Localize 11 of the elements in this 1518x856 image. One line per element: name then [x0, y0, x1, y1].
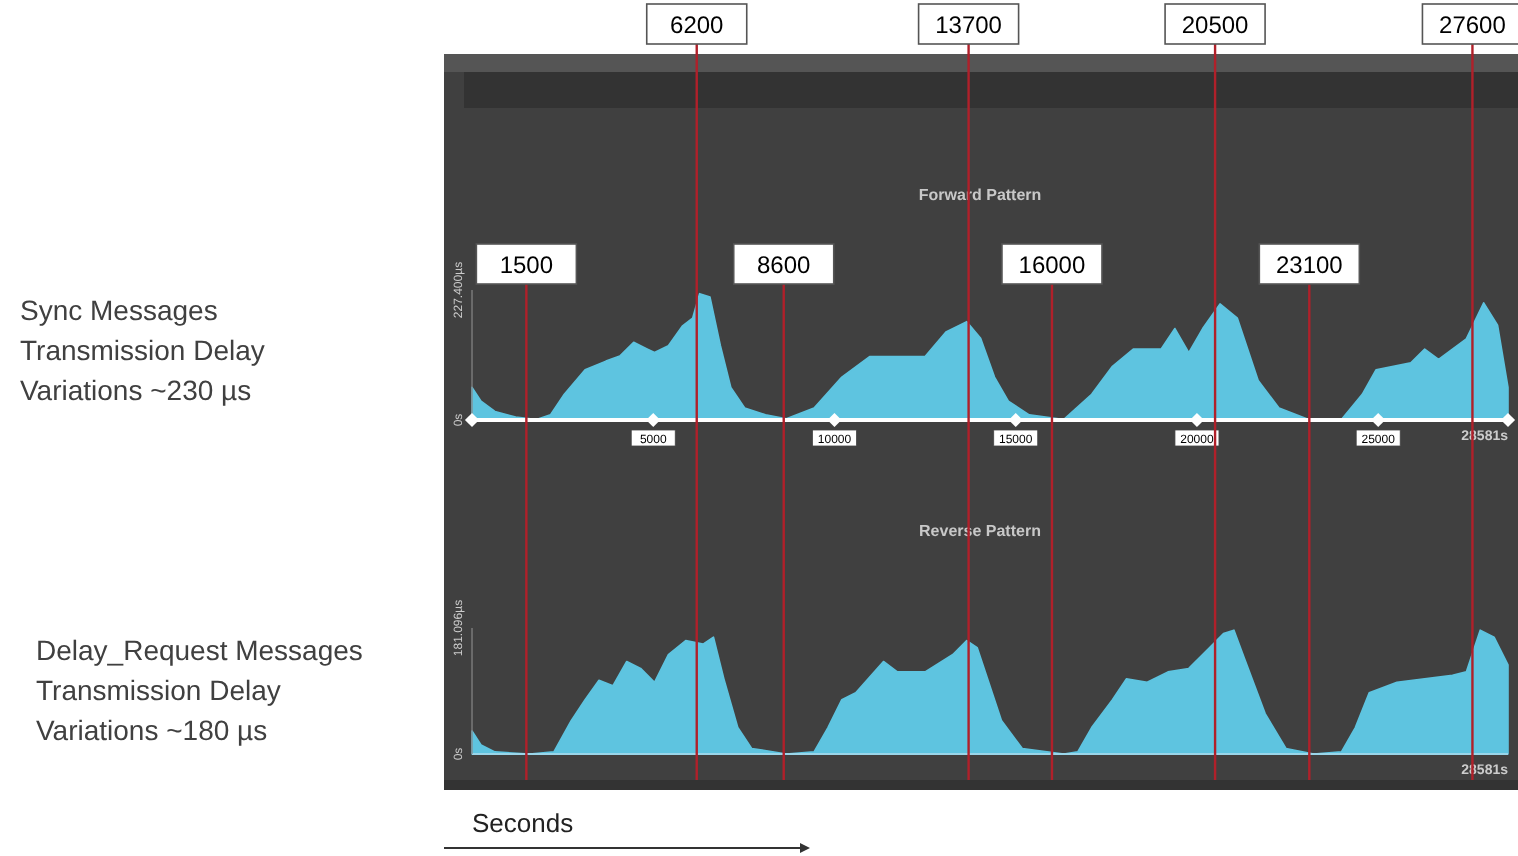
- ref-line-label: 20500: [1181, 11, 1250, 39]
- ref-line-label: 23100: [1275, 251, 1344, 279]
- x-axis-title: Seconds: [472, 808, 575, 838]
- text: Sync Messages Transmission Delay Variations ~230 µs: [20, 294, 265, 406]
- ref-line-label: 27600: [1439, 11, 1507, 39]
- ref-line-label: 8600: [757, 251, 812, 279]
- ref-line-label: 16000: [1018, 251, 1086, 279]
- text: Delay_Request Messages Transmission Delay Variations ~180 µs: [36, 634, 363, 746]
- ref-line-label: 1500: [499, 251, 554, 279]
- ref-line-label: 13700: [935, 11, 1003, 39]
- ref-line-label: 6200: [670, 11, 725, 39]
